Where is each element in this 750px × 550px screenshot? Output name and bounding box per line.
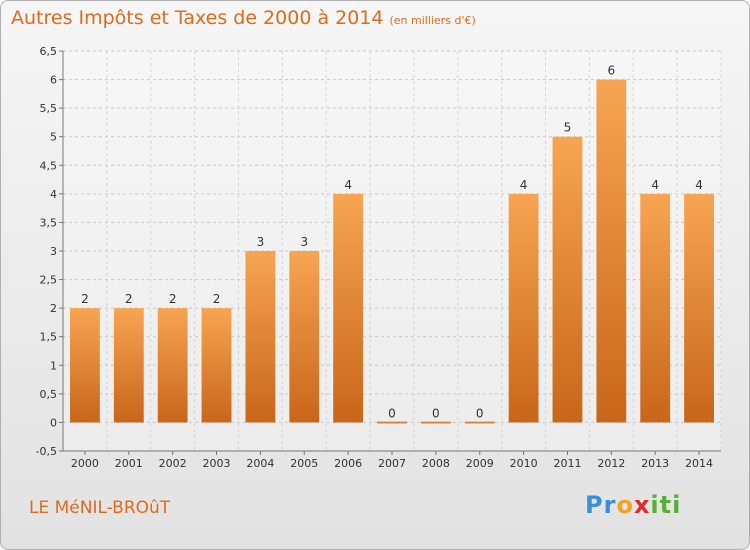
chart-unit: (en milliers d'€)	[389, 14, 476, 27]
bar	[640, 193, 671, 423]
y-tick-label: 4,5	[40, 159, 58, 172]
y-tick-label: 4	[50, 188, 57, 201]
bar	[245, 251, 276, 423]
bar	[70, 308, 100, 423]
x-tick-label: 2011	[553, 457, 581, 470]
x-tick-label: 2013	[641, 457, 669, 470]
x-tick-label: 2005	[290, 457, 318, 470]
x-tick-label: 2000	[71, 457, 99, 470]
logo-part-3: x	[633, 491, 651, 519]
chart-title: Autres Impôts et Taxes de 2000 à 2014 (en…	[11, 7, 476, 29]
bar	[420, 421, 451, 424]
chart-title-text: Autres Impôts et Taxes de 2000 à 2014	[11, 7, 384, 29]
logo-part-1: Pr	[585, 491, 617, 519]
bar-value-label: 2	[125, 292, 133, 306]
proxiti-logo: Proxiti	[585, 491, 681, 519]
y-tick-label: 5,5	[40, 102, 58, 115]
bar-value-label: 4	[651, 178, 659, 192]
bar-value-label: 2	[169, 292, 177, 306]
y-tick-label: 6,5	[40, 45, 58, 58]
x-tick-label: 2006	[334, 457, 362, 470]
y-tick-label: 1	[50, 359, 57, 372]
x-tick-label: 2003	[203, 457, 231, 470]
x-tick-label: 2004	[246, 457, 274, 470]
bar-value-label: 2	[81, 292, 89, 306]
bar-value-label: 0	[388, 406, 396, 420]
x-tick-label: 2010	[510, 457, 538, 470]
bar	[333, 193, 364, 423]
bar	[377, 421, 407, 424]
bar	[508, 193, 539, 423]
bar	[157, 308, 188, 423]
y-tick-label: 2	[50, 302, 57, 315]
bar-value-label: 4	[344, 178, 352, 192]
bar-value-label: 5	[564, 121, 572, 135]
y-tick-label: -0,5	[36, 445, 57, 458]
x-tick-label: 2009	[466, 457, 494, 470]
y-tick-label: 3,5	[40, 216, 58, 229]
y-tick-label: 0,5	[40, 388, 58, 401]
bar-value-label: 6	[608, 64, 616, 78]
y-tick-label: 1,5	[40, 331, 58, 344]
bar	[684, 193, 714, 423]
x-tick-label: 2002	[159, 457, 187, 470]
y-tick-label: 2,5	[40, 274, 58, 287]
bar-value-label: 4	[520, 178, 528, 192]
bar-value-label: 3	[300, 235, 308, 249]
x-tick-label: 2008	[422, 457, 450, 470]
bar-value-label: 2	[213, 292, 221, 306]
x-tick-label: 2012	[597, 457, 625, 470]
y-tick-label: 6	[50, 74, 57, 87]
x-tick-label: 2014	[685, 457, 713, 470]
bar-value-label: 4	[695, 178, 703, 192]
x-tick-label: 2007	[378, 457, 406, 470]
bar	[552, 136, 583, 423]
bar	[201, 308, 232, 423]
y-tick-label: 0	[50, 416, 57, 429]
logo-part-2: o	[616, 491, 634, 519]
y-tick-label: 5	[50, 131, 57, 144]
bar	[113, 308, 144, 423]
bar-value-label: 0	[432, 406, 440, 420]
x-tick-label: 2001	[115, 457, 143, 470]
bar	[289, 251, 320, 423]
bar-value-label: 3	[257, 235, 265, 249]
bar	[464, 421, 495, 424]
y-tick-label: 3	[50, 245, 57, 258]
bar-value-label: 0	[476, 406, 484, 420]
logo-part-4: iti	[650, 491, 682, 519]
bar	[596, 79, 627, 423]
commune-name: LE MéNIL-BROûT	[29, 498, 171, 518]
